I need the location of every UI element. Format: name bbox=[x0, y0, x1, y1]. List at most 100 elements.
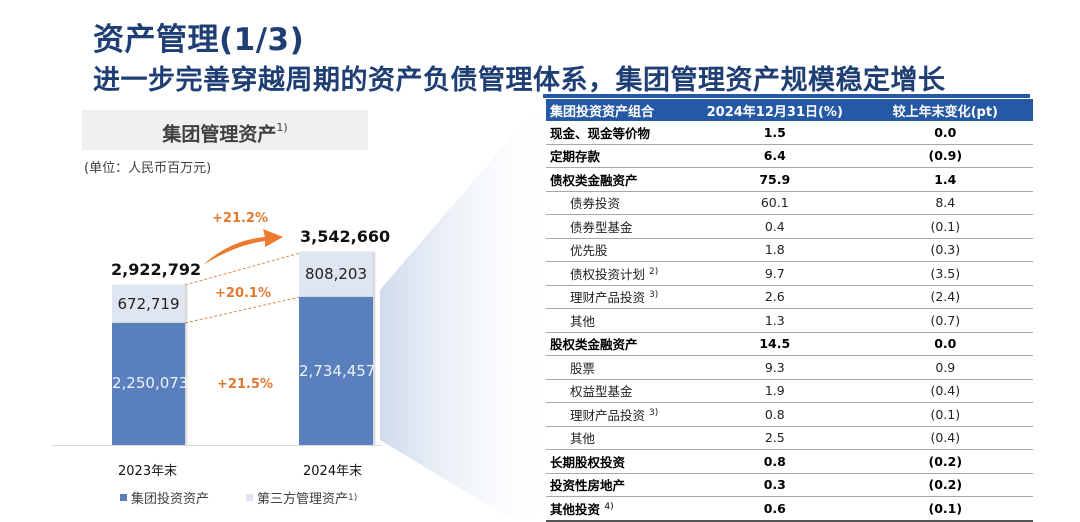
table-row: 优先股 1.8 (0.3) bbox=[546, 238, 1033, 262]
legend-label-third: 第三方管理资产 bbox=[257, 492, 349, 507]
row-name: 其他 bbox=[546, 308, 692, 333]
row-name-text: 债权类金融资产 bbox=[550, 172, 638, 188]
row-name: 股票 bbox=[546, 355, 692, 380]
row-value: 0.3 bbox=[691, 473, 858, 497]
bar-third-2024: 808,203 bbox=[299, 252, 373, 297]
growth-total-pct: +21.2% bbox=[212, 211, 268, 226]
bar-group-2023: 2,250,073 bbox=[112, 323, 189, 445]
row-name: 定期存款 bbox=[546, 144, 692, 168]
row-value: 1.8 bbox=[691, 238, 858, 262]
bar-group-2024-value: 2,734,457 bbox=[299, 362, 376, 380]
row-change: (2.4) bbox=[857, 285, 1033, 309]
row-value: 0.8 bbox=[691, 402, 858, 427]
row-name: 权益型基金 bbox=[546, 379, 692, 403]
row-change: 8.4 bbox=[857, 191, 1033, 215]
legend-item-third: 第三方管理资产 1) bbox=[246, 488, 357, 507]
row-name: 债权投资计划 2) bbox=[546, 261, 692, 286]
bar-third-2024-value: 808,203 bbox=[304, 265, 368, 283]
row-footnote: 3) bbox=[649, 407, 659, 418]
row-footnote: 3) bbox=[649, 290, 659, 301]
row-change: 1.4 bbox=[857, 167, 1033, 192]
row-name-text: 理财产品投资 bbox=[570, 290, 646, 306]
row-name: 债权类金融资产 bbox=[546, 167, 692, 192]
col-header-percent: 2024年12月31日(%) bbox=[691, 99, 858, 121]
investment-portfolio-table: 集团投资资产组合 2024年12月31日(%) 较上年末变化(pt) 现金、现金… bbox=[546, 99, 1033, 522]
bar-group-2024: 2,734,457 bbox=[299, 297, 376, 445]
row-change: 0.0 bbox=[857, 121, 1033, 145]
row-name-text: 权益型基金 bbox=[570, 384, 633, 400]
row-name-text: 理财产品投资 bbox=[570, 407, 646, 423]
table-row: 定期存款 6.4 (0.9) bbox=[546, 144, 1033, 168]
row-name: 股权类金融资产 bbox=[546, 332, 692, 356]
row-name-text: 其他 bbox=[570, 313, 596, 329]
row-footnote: 4) bbox=[604, 501, 614, 512]
row-name-text: 长期股权投资 bbox=[550, 454, 626, 470]
table-row: 投资性房地产 0.3 (0.2) bbox=[546, 473, 1033, 497]
x-axis-line bbox=[52, 445, 382, 446]
chart-heading-footnote: 1) bbox=[276, 121, 288, 134]
table-row: 其他投资 4) 0.6 (0.1) bbox=[546, 496, 1033, 522]
row-change: (0.7) bbox=[857, 308, 1033, 333]
table-row: 理财产品投资 3) 0.8 (0.1) bbox=[546, 402, 1033, 427]
row-change: 0.9 bbox=[857, 355, 1033, 380]
row-change: (0.2) bbox=[857, 473, 1033, 497]
row-name: 现金、现金等价物 bbox=[546, 121, 692, 145]
growth-group-pct: +21.5% bbox=[217, 377, 273, 392]
chart-unit: (单位：人民币百万元) bbox=[84, 161, 212, 176]
row-name-text: 债券投资 bbox=[570, 196, 621, 212]
table-row: 股票 9.3 0.9 bbox=[546, 355, 1033, 380]
row-value: 0.4 bbox=[691, 214, 858, 239]
chart-heading-text: 集团管理资产 bbox=[162, 123, 277, 146]
row-change: 0.0 bbox=[857, 332, 1033, 356]
row-change: (0.1) bbox=[857, 496, 1033, 522]
row-name-text: 其他投资 bbox=[550, 501, 601, 517]
row-change: (0.4) bbox=[857, 379, 1033, 403]
row-name: 长期股权投资 bbox=[546, 449, 692, 474]
row-value: 0.6 bbox=[691, 496, 858, 522]
legend-item-group: 集团投资资产 bbox=[120, 488, 209, 507]
row-name-text: 投资性房地产 bbox=[550, 478, 626, 494]
col-header-change: 较上年末变化(pt) bbox=[857, 99, 1033, 121]
bar-third-2023-value: 672,719 bbox=[117, 295, 180, 313]
row-name: 其他 bbox=[546, 426, 692, 450]
page-subtitle: 进一步完善穿越周期的资产负债管理体系，集团管理资产规模稳定增长 bbox=[93, 65, 946, 96]
growth-third-pct: +20.1% bbox=[215, 286, 271, 301]
bar-total-2023: 2,922,792 bbox=[111, 260, 202, 279]
row-value: 75.9 bbox=[691, 167, 858, 192]
row-value: 2.6 bbox=[691, 285, 858, 309]
row-name-text: 债权投资计划 bbox=[570, 266, 646, 282]
row-name-text: 现金、现金等价物 bbox=[550, 125, 651, 141]
table-row: 其他 1.3 (0.7) bbox=[546, 308, 1033, 333]
table-row: 现金、现金等价物 1.5 0.0 bbox=[546, 121, 1033, 145]
table-row: 权益型基金 1.9 (0.4) bbox=[546, 379, 1033, 403]
row-name: 理财产品投资 3) bbox=[546, 402, 692, 427]
legend-swatch-group-icon bbox=[120, 494, 127, 501]
page-title: 资产管理(1/3) bbox=[93, 22, 305, 58]
table-row: 股权类金融资产 14.5 0.0 bbox=[546, 332, 1033, 356]
row-name: 优先股 bbox=[546, 238, 692, 262]
row-name-text: 债券型基金 bbox=[570, 219, 633, 235]
row-value: 60.1 bbox=[691, 191, 858, 215]
table-header-row: 集团投资资产组合 2024年12月31日(%) 较上年末变化(pt) bbox=[546, 99, 1033, 121]
row-value: 9.7 bbox=[691, 261, 858, 286]
row-name: 其他投资 4) bbox=[546, 496, 692, 522]
table-row: 理财产品投资 3) 2.6 (2.4) bbox=[546, 285, 1033, 309]
row-name-text: 优先股 bbox=[570, 243, 608, 259]
row-change: (0.1) bbox=[857, 402, 1033, 427]
row-name: 投资性房地产 bbox=[546, 473, 692, 497]
row-footnote: 2) bbox=[649, 266, 659, 277]
row-change: (0.2) bbox=[857, 449, 1033, 474]
table-row: 债券投资 60.1 8.4 bbox=[546, 191, 1033, 215]
row-value: 6.4 bbox=[691, 144, 858, 168]
table-row: 长期股权投资 0.8 (0.2) bbox=[546, 449, 1033, 474]
row-change: (3.5) bbox=[857, 261, 1033, 286]
row-change: (0.4) bbox=[857, 426, 1033, 450]
legend-footnote-third: 1) bbox=[348, 492, 358, 503]
table-row: 债券型基金 0.4 (0.1) bbox=[546, 214, 1033, 239]
row-name: 债券投资 bbox=[546, 191, 692, 215]
growth-arrow-icon bbox=[203, 229, 283, 265]
bar-group-2023-value: 2,250,073 bbox=[112, 374, 189, 392]
x-label-2023: 2023年末 bbox=[118, 464, 178, 479]
row-name-text: 股权类金融资产 bbox=[550, 337, 638, 353]
table-row: 其他 2.5 (0.4) bbox=[546, 426, 1033, 450]
